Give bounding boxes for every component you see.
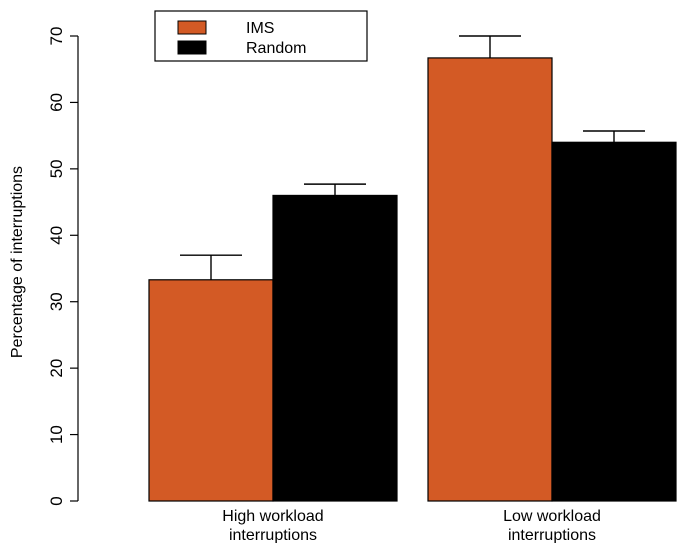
bar-random-0	[272, 194, 398, 502]
y-tick-label: 10	[47, 425, 66, 444]
error-bars	[180, 35, 645, 280]
legend-swatch-ims	[177, 20, 207, 35]
legend-swatch-random	[177, 40, 207, 55]
bars	[148, 57, 677, 502]
y-axis-title: Percentage of interruptions	[9, 166, 26, 358]
y-tick-label: 30	[47, 292, 66, 311]
category-label: interruptions	[508, 527, 596, 543]
category-label: Low workload	[503, 508, 601, 525]
y-tick-label: 20	[47, 359, 66, 378]
legend-label: Random	[246, 40, 306, 57]
category-label: interruptions	[229, 527, 317, 543]
y-axis: 0 10 20 30 40 50 60 70	[47, 27, 79, 506]
y-tick-label: 60	[47, 93, 66, 112]
category-label: High workload	[222, 508, 323, 525]
y-tick-label: 70	[47, 27, 66, 46]
y-tick-label: 40	[47, 226, 66, 245]
y-tick-label: 0	[47, 496, 66, 505]
y-tick-label: 50	[47, 159, 66, 178]
category-labels: High workload interruptions Low workload in…	[222, 508, 601, 543]
bar-ims-0	[148, 279, 274, 502]
legend-label: IMS	[246, 20, 274, 37]
bar-random-1	[551, 141, 677, 502]
bar-ims-1	[427, 57, 553, 502]
legend: IMS Random	[154, 10, 368, 62]
